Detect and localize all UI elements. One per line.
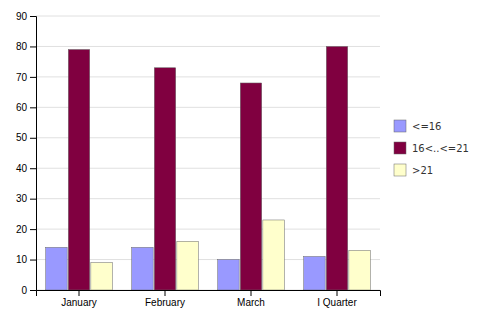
y-tick-label: 50 xyxy=(16,132,28,143)
bar xyxy=(68,49,89,290)
y-tick-mark xyxy=(30,168,36,169)
x-tick-mark xyxy=(165,290,166,296)
legend: <=16 16<..<=21 >21 xyxy=(394,120,469,176)
x-tick-mark xyxy=(337,290,338,296)
bar-series xyxy=(91,220,370,290)
x-tick-label: February xyxy=(145,297,185,308)
y-tick: 80 xyxy=(16,41,36,52)
x-axis-line xyxy=(37,291,381,297)
legend-item: >21 xyxy=(394,164,433,176)
bar xyxy=(177,241,198,290)
y-tick-mark xyxy=(30,77,36,78)
y-tick-mark xyxy=(30,260,36,261)
bar xyxy=(263,220,284,290)
y-tick-mark xyxy=(30,199,36,200)
x-tick-mark xyxy=(251,290,252,296)
y-tick-label: 0 xyxy=(21,285,27,296)
y-tick-mark xyxy=(30,229,36,230)
bar xyxy=(349,250,370,290)
y-tick-mark xyxy=(30,16,36,17)
grid-line xyxy=(36,16,380,17)
y-tick-mark xyxy=(30,107,36,108)
legend-label: <=16 xyxy=(412,121,441,132)
y-tick-mark xyxy=(30,46,36,47)
bar xyxy=(154,68,175,290)
x-tick-label: March xyxy=(237,297,265,308)
y-tick-mark xyxy=(30,290,36,291)
legend-label: 16<..<=21 xyxy=(412,143,469,154)
legend-item: 16<..<=21 xyxy=(394,142,469,154)
legend-swatch xyxy=(394,142,406,154)
plot-area: 0 10 20 30 40 50 60 70 80 90 January February March I… xyxy=(16,11,381,308)
legend-swatch xyxy=(394,164,406,176)
bar xyxy=(132,247,153,290)
x-tick: February xyxy=(145,290,185,308)
x-tick: January xyxy=(61,290,97,308)
x-tick-mark xyxy=(79,290,80,296)
chart-svg: 0 10 20 30 40 50 60 70 80 90 January February March I… xyxy=(0,0,492,320)
legend-label: >21 xyxy=(412,165,433,176)
x-axis: January February March I Quarter xyxy=(37,290,381,308)
y-tick: 10 xyxy=(16,254,36,265)
bar xyxy=(46,247,67,290)
x-tick: March xyxy=(237,290,265,308)
y-tick: 70 xyxy=(16,72,36,83)
y-tick-label: 40 xyxy=(16,163,28,174)
y-tick-label: 10 xyxy=(16,254,28,265)
grid xyxy=(36,16,380,290)
bar xyxy=(218,260,239,290)
x-tick-label: I Quarter xyxy=(317,297,357,308)
bars xyxy=(46,46,371,290)
bar xyxy=(304,257,325,290)
y-tick-label: 90 xyxy=(16,11,28,22)
y-tick-label: 80 xyxy=(16,41,28,52)
bar xyxy=(91,263,112,290)
y-tick: 60 xyxy=(16,102,36,113)
y-tick: 90 xyxy=(16,11,36,22)
bar xyxy=(240,83,261,290)
legend-item: <=16 xyxy=(394,120,441,132)
y-tick-label: 30 xyxy=(16,193,28,204)
y-tick-label: 70 xyxy=(16,72,28,83)
bar-series xyxy=(68,46,347,290)
y-tick: 40 xyxy=(16,163,36,174)
y-tick-label: 20 xyxy=(16,224,28,235)
bar xyxy=(326,46,347,290)
y-axis-line xyxy=(30,17,37,291)
y-tick: 30 xyxy=(16,193,36,204)
legend-swatch xyxy=(394,120,406,132)
y-tick-mark xyxy=(30,138,36,139)
x-tick: I Quarter xyxy=(317,290,357,308)
y-tick: 50 xyxy=(16,132,36,143)
y-tick: 0 xyxy=(21,285,36,296)
x-tick-label: January xyxy=(61,297,97,308)
chart-container: 0 10 20 30 40 50 60 70 80 90 January February March I… xyxy=(0,0,492,320)
y-tick: 20 xyxy=(16,224,36,235)
y-axis: 0 10 20 30 40 50 60 70 80 90 xyxy=(16,11,37,296)
y-tick-label: 60 xyxy=(16,102,28,113)
